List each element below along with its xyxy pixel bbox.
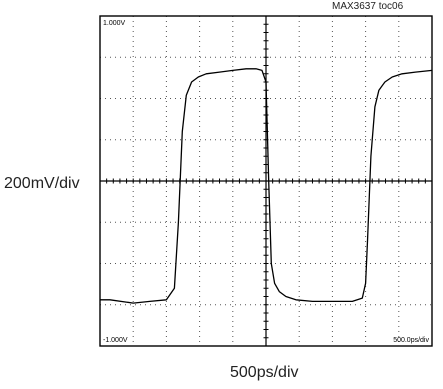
timebase-readout: 500.0ps/div bbox=[393, 337, 429, 344]
figure-id: MAX3637 toc06 bbox=[332, 1, 404, 12]
waveform-trace bbox=[100, 68, 433, 304]
y-scale-label: 200mV/div bbox=[4, 175, 80, 192]
trace-layer bbox=[100, 68, 433, 304]
plot-frame bbox=[99, 15, 433, 347]
graticule bbox=[99, 15, 433, 347]
x-scale-label: 500ps/div bbox=[230, 364, 299, 381]
top-voltage-readout: 1.000V bbox=[103, 20, 126, 27]
bottom-voltage-readout: -1.000V bbox=[103, 337, 128, 344]
screen-readouts: 1.000V -1.000V 500.0ps/div bbox=[103, 20, 429, 344]
